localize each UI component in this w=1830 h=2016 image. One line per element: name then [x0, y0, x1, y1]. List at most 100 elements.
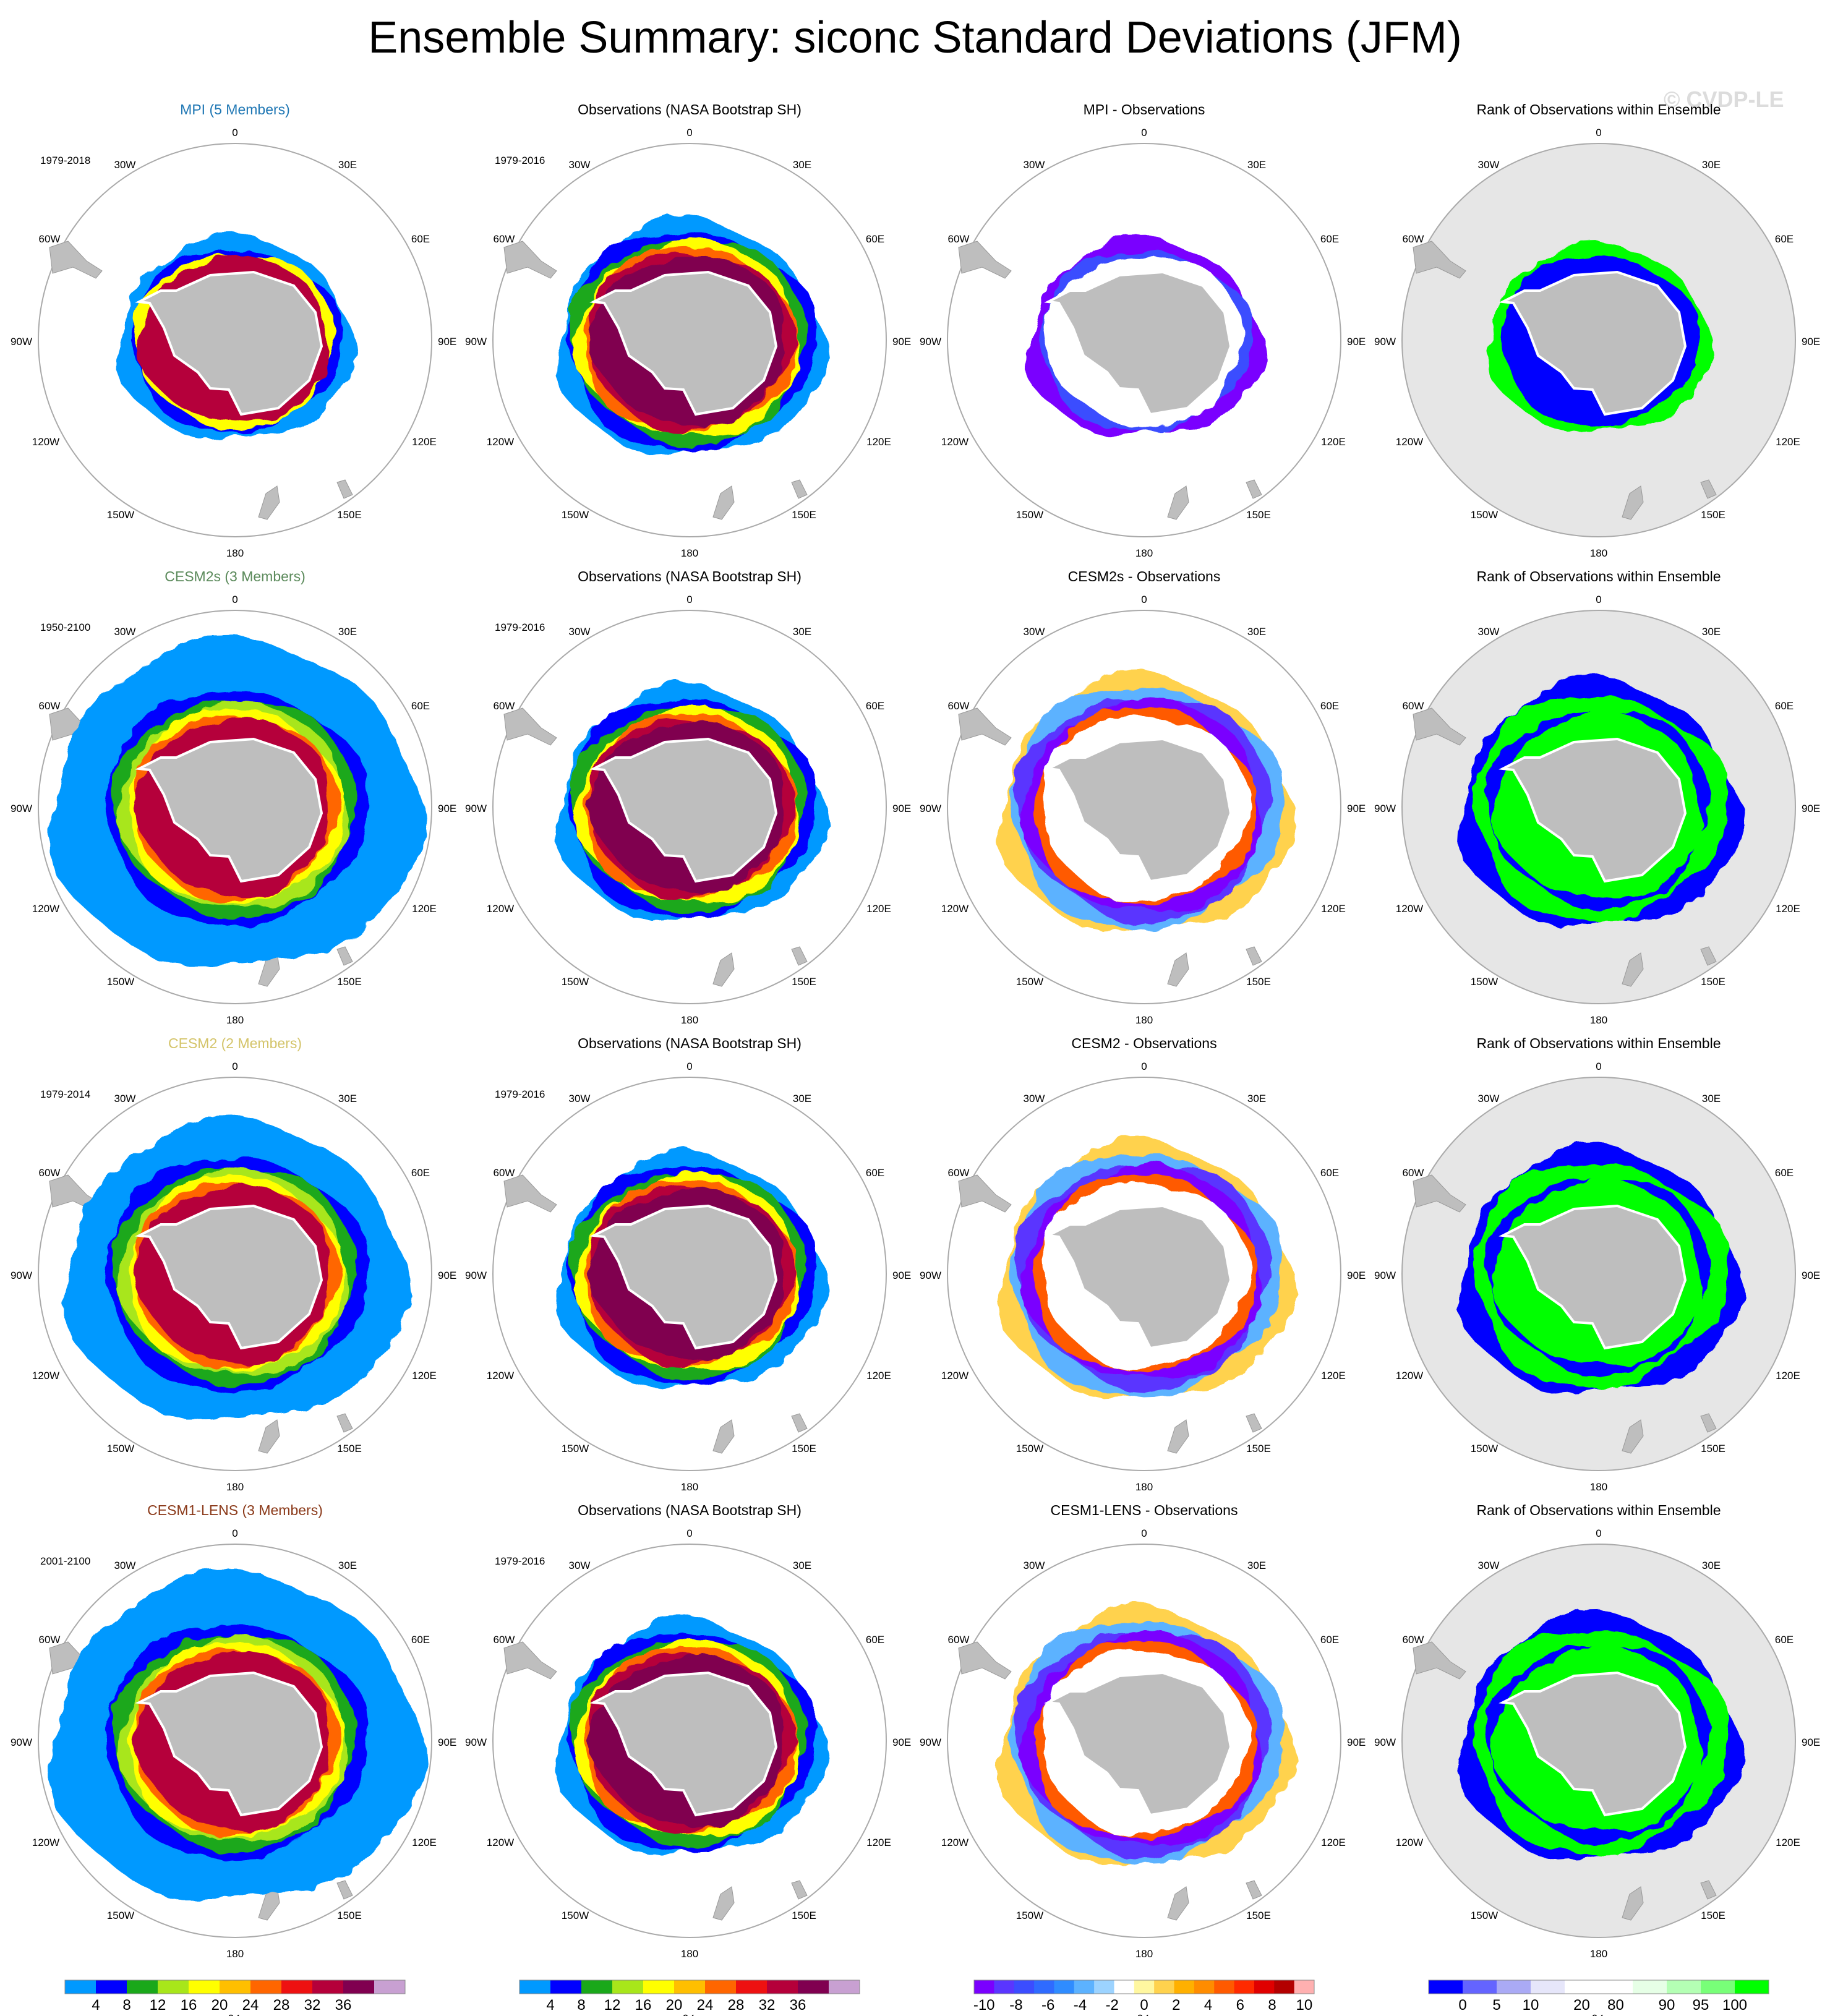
longitude-label: 90W [465, 803, 487, 814]
colorbar-tick-label: 16 [181, 1997, 197, 2014]
longitude-label: 150W [1471, 1443, 1498, 1454]
colorbar-swatch [189, 1980, 220, 1994]
longitude-label: 30E [793, 626, 811, 638]
longitude-label: 0 [686, 1061, 692, 1072]
new-zealand-landmass [1622, 952, 1644, 987]
longitude-label: 180 [226, 1014, 244, 1026]
panel-model-row-1: MPI (5 Members) 1979-2018 0 180 90W 90E 30W 60W… [11, 101, 456, 559]
colorbar-swatch [974, 1980, 994, 1994]
colorbar-swatch [96, 1980, 127, 1994]
colorbar-swatch [158, 1980, 189, 1994]
longitude-label: 60W [948, 233, 970, 245]
longitude-label: 30E [1702, 159, 1721, 171]
antarctica-landmass [1044, 270, 1233, 416]
colorbar-tick-label: 100 [1722, 1997, 1747, 2014]
longitude-label: 60W [39, 1634, 61, 1646]
period-label: 2001-2100 [40, 1555, 90, 1567]
colorbar-tick-label: 12 [604, 1997, 621, 2014]
longitude-label: 120W [941, 1370, 968, 1382]
colorbar-tick-label: 90 [1659, 1997, 1675, 2014]
colorbar-tick-label: 95 [1693, 1997, 1709, 2014]
longitude-label: 120W [1396, 903, 1423, 915]
colorbar-tick-label: 10 [1296, 1997, 1312, 2014]
longitude-label: 90E [1347, 1270, 1366, 1281]
longitude-label: 90E [1802, 1736, 1820, 1748]
longitude-label: 60E [1320, 1634, 1339, 1646]
panel-obs-row-2: Observations (NASA Bootstrap SH) 1979-201… [465, 568, 911, 1026]
longitude-label: 60W [948, 1634, 970, 1646]
longitude-label: 90E [892, 336, 911, 348]
longitude-label: 150W [1016, 976, 1043, 988]
longitude-label: 30W [1478, 1560, 1500, 1571]
colorbar-swatch [1114, 1980, 1135, 1994]
colorbar-tick-label: 28 [728, 1997, 745, 2014]
longitude-label: 90W [1374, 803, 1396, 814]
longitude-label: 150W [562, 1443, 589, 1454]
colorbar-tick-label: 36 [335, 1997, 352, 2014]
longitude-label: 0 [686, 1527, 692, 1539]
colorbar-swatch [1274, 1980, 1295, 1994]
longitude-label: 30W [114, 1560, 136, 1571]
longitude-label: 150E [1701, 976, 1725, 988]
longitude-label: 30E [1247, 1093, 1266, 1104]
colorbar-swatch [798, 1980, 829, 1994]
longitude-label: 60E [866, 700, 884, 712]
colorbar-swatch [550, 1980, 582, 1994]
colorbar-swatch [1194, 1980, 1215, 1994]
colorbar-swatch [581, 1980, 613, 1994]
longitude-label: 90E [1347, 336, 1366, 348]
longitude-label: 30W [1024, 159, 1045, 171]
longitude-label: 60E [411, 1634, 430, 1646]
longitude-label: 120W [941, 903, 968, 915]
longitude-label: 60E [866, 1634, 884, 1646]
south-america-landmass [503, 1641, 557, 1680]
watermark: © CVDP-LE [1664, 87, 1784, 112]
longitude-label: 0 [232, 1061, 237, 1072]
difference-panel-title: CESM1-LENS - Observations [1051, 1502, 1238, 1518]
colorbar-tick-label: 32 [304, 1997, 321, 2014]
colorbar-frame [519, 1980, 860, 1994]
new-zealand-landmass [712, 1419, 735, 1454]
antarctica-landmass [135, 737, 323, 883]
longitude-label: 30W [569, 626, 591, 638]
longitude-label: 30E [338, 159, 357, 171]
antarctica-landmass [589, 270, 778, 416]
tasmania-landmass [1246, 1413, 1262, 1433]
tasmania-landmass [336, 946, 353, 966]
colorbar-tick-label: -6 [1041, 1997, 1054, 2014]
colorbar-swatch [1701, 1980, 1735, 1994]
tasmania-landmass [791, 479, 808, 499]
longitude-label: 150E [1246, 1443, 1271, 1454]
colorbar-swatch [643, 1980, 675, 1994]
colorbar-swatch [1014, 1980, 1035, 1994]
longitude-label: 120W [941, 1837, 968, 1848]
panel-rank-row-2: Rank of Observations within Ensemble 0 180… [1374, 568, 1820, 1026]
colorbar-tick-label: 5 [1492, 1997, 1500, 2014]
period-label: 1979-2014 [40, 1088, 90, 1100]
colorbar-frame [1428, 1980, 1769, 1994]
longitude-label: 120W [487, 903, 514, 915]
rank-panel-title: Rank of Observations within Ensemble [1476, 568, 1721, 584]
longitude-label: 150W [1471, 976, 1498, 988]
colorbar-tick-label: 0 [1140, 1997, 1148, 2014]
longitude-label: 60W [1403, 700, 1424, 712]
colorbar-tick-label: 20 [1573, 1997, 1590, 2014]
panel-rank-row-1: Rank of Observations within Ensemble 0 180… [1374, 101, 1820, 559]
colorbar-swatch [312, 1980, 344, 1994]
tasmania-landmass [1246, 1880, 1262, 1900]
longitude-label: 180 [681, 1481, 698, 1493]
colorbar-tick-label: 16 [635, 1997, 652, 2014]
colorbar-tick-label: 8 [577, 1997, 585, 2014]
longitude-label: 60W [1403, 1167, 1424, 1179]
colorbar-tick-label: -10 [973, 1997, 995, 2014]
tasmania-landmass [791, 946, 808, 966]
longitude-label: 150E [337, 509, 362, 521]
longitude-label: 30E [338, 1093, 357, 1104]
longitude-label: 150E [792, 976, 816, 988]
longitude-label: 150W [562, 509, 589, 521]
longitude-label: 180 [226, 547, 244, 559]
longitude-label: 150E [337, 976, 362, 988]
colorbar-swatch [1633, 1980, 1667, 1994]
panel-diff-row-3: CESM2 - Observations 0 180 90W 90E 30W 60W 30E 6… [920, 1035, 1366, 1493]
colorbar-frame [64, 1980, 406, 1994]
